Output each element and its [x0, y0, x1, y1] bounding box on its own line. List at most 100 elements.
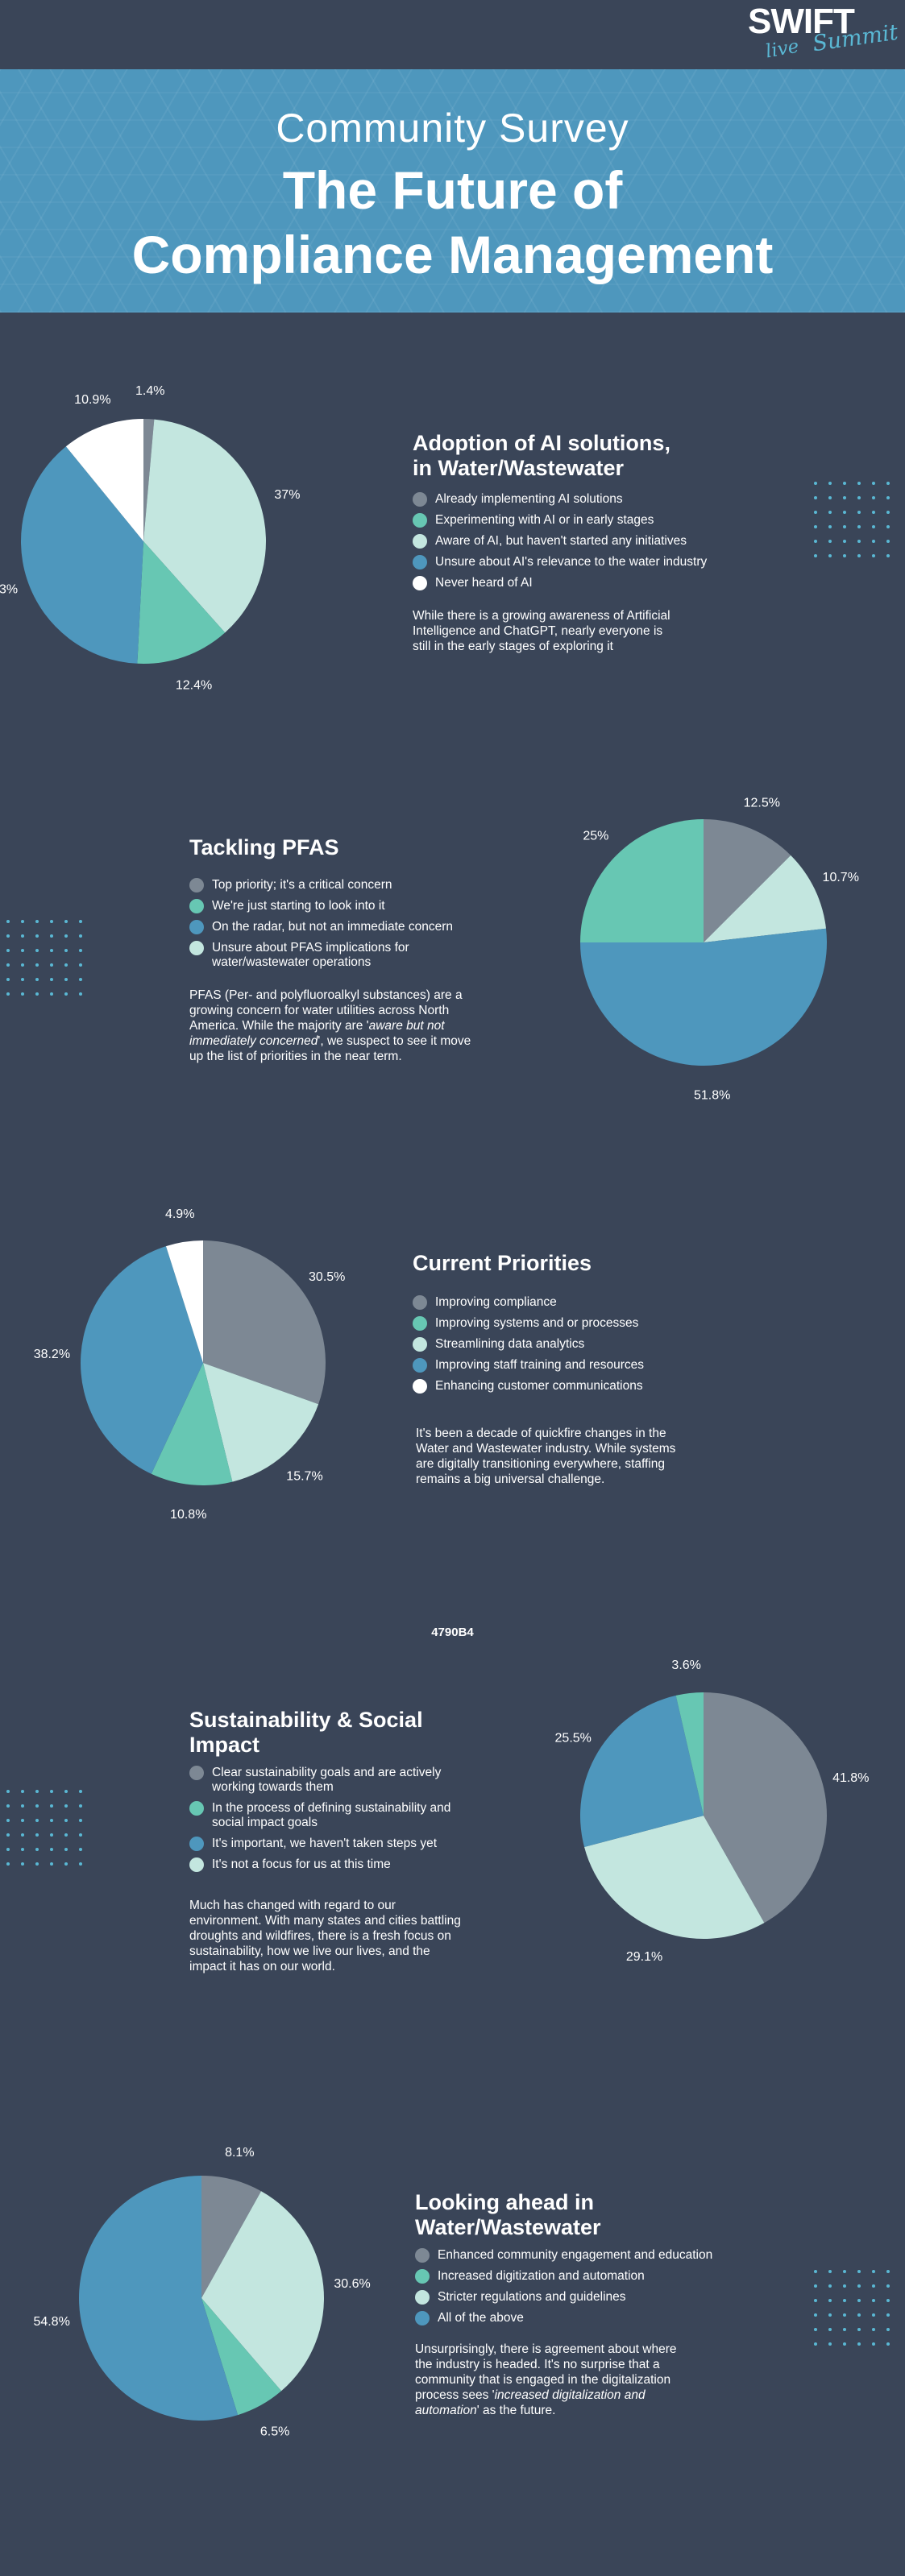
sustainability-description: Much has changed with regard to our envi… — [189, 1899, 461, 1973]
decorative-dot — [6, 949, 10, 952]
decorative-dot — [843, 482, 846, 485]
decorative-dot-grid — [814, 2270, 901, 2357]
sustainability-text: Sustainability & Social Impact Clear sus… — [189, 1708, 496, 1974]
pie-slice — [201, 2191, 324, 2392]
decorative-dot — [21, 920, 24, 923]
legend-label: Clear sustainability goals and are activ… — [212, 1766, 442, 1794]
decorative-dot — [857, 2328, 861, 2331]
legend-label: Improving compliance — [435, 1295, 557, 1309]
legend-item: All of the above — [415, 2311, 753, 2325]
decorative-dot — [828, 496, 832, 499]
legend-swatch — [413, 1358, 427, 1373]
decorative-dot — [886, 525, 890, 528]
decorative-dot — [64, 934, 68, 938]
decorative-dot — [843, 2313, 846, 2317]
looking-ahead-text: Looking ahead in Water/Wastewater Enhanc… — [415, 2190, 753, 2418]
decorative-dot — [21, 949, 24, 952]
decorative-dot — [21, 1862, 24, 1866]
pie-slice-label: 30.5% — [309, 1270, 345, 1284]
legend-item: It's not a focus for us at this time — [189, 1857, 463, 1872]
pie-slice — [80, 1246, 203, 1474]
decorative-dot — [886, 482, 890, 485]
pie-slice-label: 38.3% — [0, 583, 18, 597]
decorative-dot — [872, 554, 875, 557]
pie-slice-label: 51.8% — [694, 1089, 730, 1103]
logo-swift-text: SWIFT — [748, 2, 855, 41]
decorative-dot — [872, 2313, 875, 2317]
legend-item: In the process of defining sustainabilit… — [189, 1801, 463, 1830]
legend-item: Aware of AI, but haven't started any ini… — [413, 534, 751, 549]
decorative-dot — [79, 934, 82, 938]
decorative-dot — [64, 978, 68, 981]
priorities-text: Current Priorities Improving compliance I… — [413, 1251, 751, 1487]
decorative-dot — [64, 1848, 68, 1851]
decorative-dot — [50, 1819, 53, 1822]
decorative-dot — [6, 920, 10, 923]
pie-slice — [580, 928, 827, 1066]
decorative-dot — [64, 949, 68, 952]
decorative-dot — [843, 2270, 846, 2273]
decorative-dot — [79, 963, 82, 967]
swift-live-summit-logo: SWIFT live Summit — [741, 0, 899, 69]
pie-slice — [704, 819, 791, 942]
decorative-dot — [886, 511, 890, 514]
legend-item: On the radar, but not an immediate conce… — [189, 920, 496, 934]
decorative-dot — [50, 1862, 53, 1866]
ai-adoption-title-line1: Adoption of AI solutions, — [413, 431, 670, 455]
pfas-legend: Top priority; it's a critical concern We'… — [189, 878, 496, 970]
decorative-dot — [6, 1862, 10, 1866]
decorative-dot — [64, 963, 68, 967]
decorative-dot — [872, 511, 875, 514]
legend-swatch — [413, 576, 427, 590]
pie-slice-label: 54.8% — [33, 2315, 69, 2329]
looking-ahead-desc-emphasis: increased digitalization and automation — [415, 2388, 646, 2417]
decorative-dot — [886, 496, 890, 499]
priorities-title: Current Priorities — [413, 1251, 592, 1275]
legend-label: We're just starting to look into it — [212, 899, 385, 913]
decorative-dot — [843, 2328, 846, 2331]
decorative-dot — [21, 963, 24, 967]
looking-ahead-title: Looking ahead in Water/Wastewater — [415, 2190, 753, 2240]
legend-item: Clear sustainability goals and are activ… — [189, 1766, 463, 1795]
decorative-dot — [828, 2313, 832, 2317]
pie-slice — [584, 1816, 765, 1940]
pie-slice-label: 30.6% — [334, 2277, 370, 2291]
decorative-dot — [35, 934, 39, 938]
legend-item: Enhancing customer communications — [413, 1379, 751, 1394]
decorative-dot — [6, 978, 10, 981]
legend-label: Aware of AI, but haven't started any ini… — [435, 534, 687, 548]
pie-slice-label: 10.8% — [170, 1508, 206, 1522]
decorative-dot — [79, 1819, 82, 1822]
decorative-dot — [857, 496, 861, 499]
decorative-dot — [814, 482, 817, 485]
decorative-dot — [843, 496, 846, 499]
decorative-dot — [35, 1819, 39, 1822]
pie-slice-label: 10.9% — [74, 393, 110, 407]
decorative-dot — [872, 2299, 875, 2302]
legend-label: In the process of defining sustainabilit… — [212, 1801, 451, 1829]
legend-label: It's not a focus for us at this time — [212, 1857, 391, 1871]
pie-slice — [580, 819, 704, 942]
decorative-dot — [35, 963, 39, 967]
decorative-dot — [857, 511, 861, 514]
decorative-dot — [872, 2284, 875, 2288]
decorative-dot — [64, 1819, 68, 1822]
decorative-dot — [50, 1833, 53, 1837]
legend-swatch — [413, 513, 427, 528]
legend-label: It's important, we haven't taken steps y… — [212, 1837, 438, 1850]
decorative-dot — [21, 934, 24, 938]
decorative-dot — [50, 920, 53, 923]
decorative-dot — [872, 2342, 875, 2346]
decorative-dot — [828, 525, 832, 528]
legend-swatch — [413, 555, 427, 569]
legend-label: Stricter regulations and guidelines — [438, 2290, 626, 2304]
decorative-dot — [843, 2299, 846, 2302]
ai-adoption-description: While there is a growing awareness of Ar… — [413, 609, 670, 653]
legend-item: Unsure about AI's relevance to the water… — [413, 555, 751, 569]
decorative-dot — [857, 482, 861, 485]
decorative-dot-grid — [6, 1790, 93, 1877]
decorative-dot — [828, 2284, 832, 2288]
legend-swatch — [189, 1857, 204, 1872]
legend-label: Increased digitization and automation — [438, 2269, 645, 2283]
